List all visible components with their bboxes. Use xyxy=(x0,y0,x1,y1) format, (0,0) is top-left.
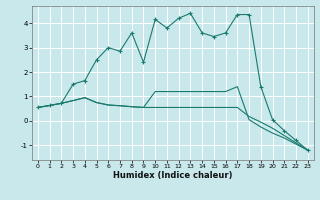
X-axis label: Humidex (Indice chaleur): Humidex (Indice chaleur) xyxy=(113,171,233,180)
